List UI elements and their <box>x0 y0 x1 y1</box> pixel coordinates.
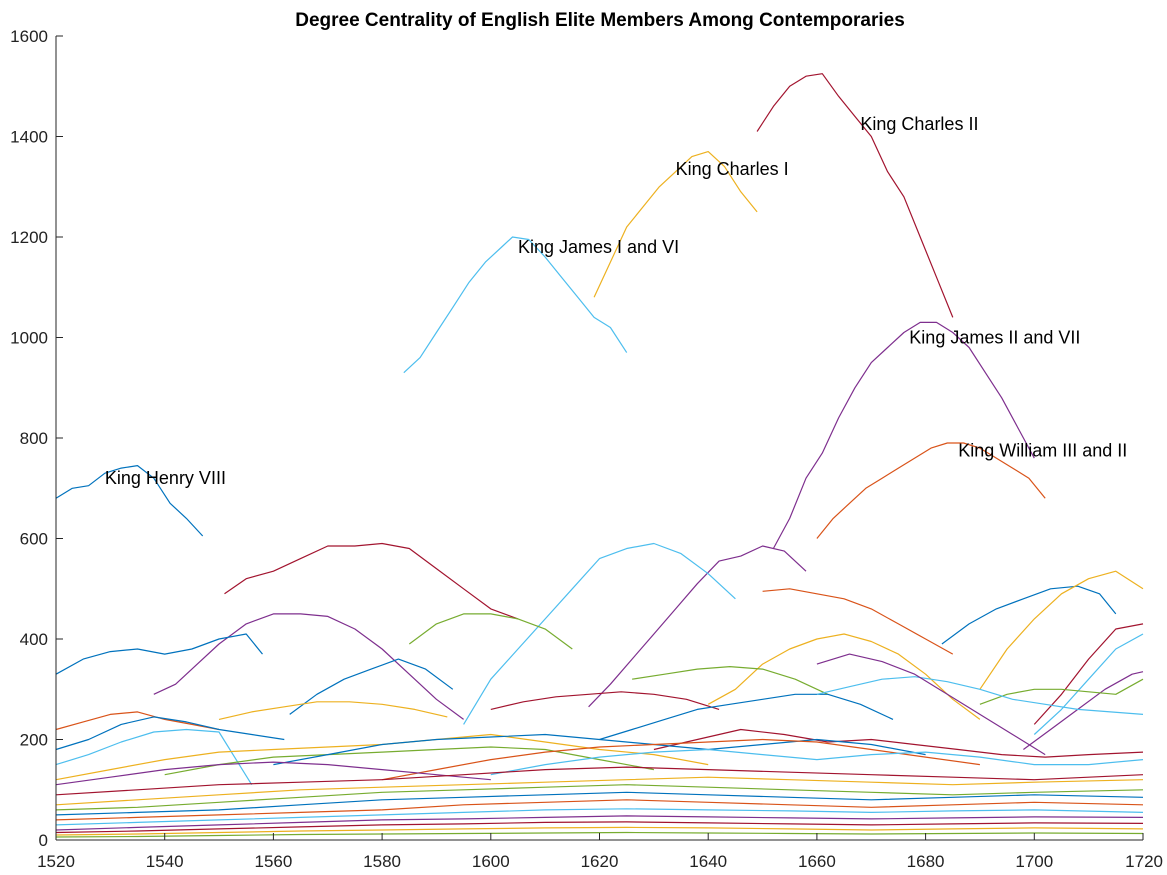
y-tick-label: 400 <box>20 630 48 649</box>
x-tick-label: 1660 <box>798 852 836 871</box>
series-line-23 <box>55 711 220 731</box>
series-line-17 <box>941 585 1117 645</box>
series-line-1 <box>55 465 204 537</box>
series-line-16 <box>632 666 829 695</box>
series-line-3 <box>593 151 758 298</box>
series-line-7 <box>588 545 807 708</box>
annotation-layer: King Henry VIII King James I and VI King C… <box>105 114 1127 488</box>
y-tick-label: 1600 <box>10 27 48 46</box>
x-tick-label: 1680 <box>907 852 945 871</box>
series-line-22 <box>979 678 1144 705</box>
series-line-9 <box>224 542 519 620</box>
series-line-4 <box>756 73 954 318</box>
series-line-42 <box>55 799 1144 821</box>
series-line-24 <box>55 716 285 751</box>
series-line-18 <box>979 570 1144 690</box>
series-line-31 <box>653 728 1144 758</box>
series-line-40 <box>55 784 1144 811</box>
series-line-39 <box>55 776 1144 806</box>
y-tick-label: 1000 <box>10 329 48 348</box>
series-line-32 <box>55 733 709 781</box>
series-line-30 <box>816 653 1046 756</box>
series-line-13 <box>289 658 454 715</box>
series-line-46 <box>55 826 1144 836</box>
x-tick-label: 1520 <box>37 852 75 871</box>
series-line-37 <box>55 761 491 786</box>
x-tick-label: 1540 <box>146 852 184 871</box>
series-line-38 <box>55 766 1144 796</box>
series-line-19 <box>1033 623 1144 725</box>
y-tick-label: 200 <box>20 731 48 750</box>
series-line-2 <box>403 236 628 374</box>
series-layer <box>55 73 1144 838</box>
series-line-11 <box>408 613 573 650</box>
series-line-12 <box>55 633 263 675</box>
series-line-21 <box>1023 671 1144 750</box>
annotation-label-2: King James I and VI <box>518 237 679 257</box>
x-tick-label: 1700 <box>1015 852 1053 871</box>
series-line-44 <box>55 815 1144 831</box>
series-line-28 <box>599 693 894 741</box>
annotation-label-3: King Charles I <box>676 159 789 179</box>
chart-title: Degree Centrality of English Elite Membe… <box>295 10 905 31</box>
y-tick-label: 800 <box>20 429 48 448</box>
series-line-33 <box>164 746 655 776</box>
series-line-26 <box>218 701 448 720</box>
annotation-label-1: King Henry VIII <box>105 468 226 488</box>
series-line-14 <box>762 588 954 655</box>
series-line-41 <box>55 791 1144 816</box>
y-tick-label: 1200 <box>10 228 48 247</box>
series-line-47 <box>55 831 1144 838</box>
annotation-label-5: King James II and VII <box>909 328 1080 348</box>
annotation-label-4: King Charles II <box>860 114 978 134</box>
series-line-35 <box>381 738 980 781</box>
x-tick-label: 1640 <box>689 852 727 871</box>
x-tick-label: 1560 <box>254 852 292 871</box>
series-line-6 <box>816 442 1046 539</box>
y-tick-label: 0 <box>39 831 48 850</box>
series-line-25 <box>55 728 253 786</box>
series-line-45 <box>55 821 1144 834</box>
series-line-15 <box>707 633 981 720</box>
series-line-8 <box>463 542 736 725</box>
axis-layer: 0 200 400 600 800 1000 1200 1400 1600 1520 1540 156… <box>10 27 1163 871</box>
x-tick-label: 1620 <box>581 852 619 871</box>
x-tick-label: 1720 <box>1125 852 1163 871</box>
series-line-10 <box>153 613 464 720</box>
series-line-34 <box>273 733 926 766</box>
series-line-36 <box>490 748 1144 776</box>
series-line-43 <box>55 808 1144 826</box>
y-tick-label: 1400 <box>10 128 48 147</box>
series-line-29 <box>816 676 1144 715</box>
series-line-27 <box>490 691 720 710</box>
x-tick-label: 1580 <box>363 852 401 871</box>
x-tick-label: 1600 <box>472 852 510 871</box>
series-line-5 <box>772 321 1035 549</box>
y-tick-label: 600 <box>20 530 48 549</box>
annotation-label-6: King William III and II <box>958 441 1127 461</box>
series-line-20 <box>1033 633 1144 735</box>
